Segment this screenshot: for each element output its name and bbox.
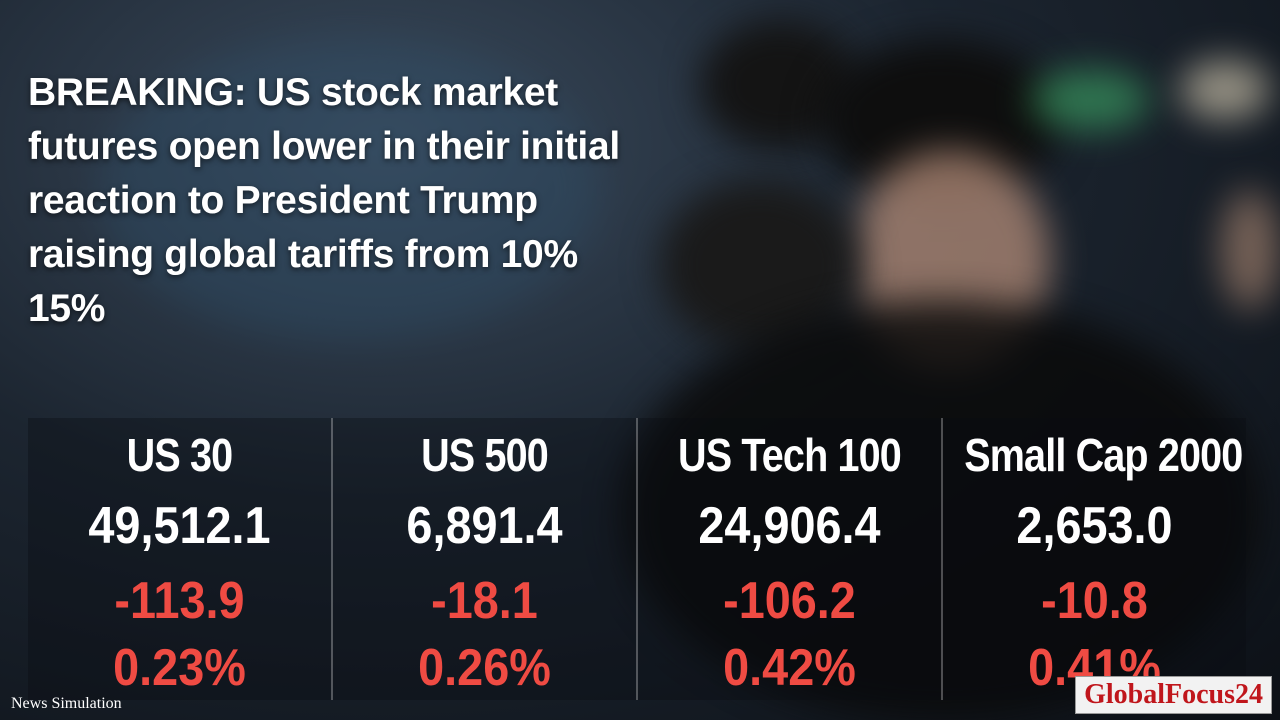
index-percent: 0.42% xyxy=(723,639,856,697)
index-price: 6,891.4 xyxy=(406,497,563,555)
bystander xyxy=(1220,190,1280,310)
index-change: -10.8 xyxy=(1041,572,1148,630)
index-percent: 0.23% xyxy=(113,639,246,697)
credit: News Simulation xyxy=(11,695,122,712)
index-panel: US 30 49,512.1 -113.9 0.23% US 500 6,891.4 -18… xyxy=(28,418,1246,700)
screen-glow xyxy=(1030,70,1150,130)
index-name: US 500 xyxy=(421,429,549,481)
index-column: US Tech 100 24,906.4 -106.2 0.42% xyxy=(636,418,941,700)
index-column: US 30 49,512.1 -113.9 0.23% xyxy=(28,418,331,700)
index-name: Small Cap 2000 xyxy=(964,429,1243,481)
background-glow xyxy=(100,40,600,340)
index-price: 24,906.4 xyxy=(698,497,881,555)
jacket-shape xyxy=(620,300,1260,720)
index-change: -106.2 xyxy=(723,572,856,630)
index-name: US 30 xyxy=(126,429,234,481)
index-column: Small Cap 2000 2,653.0 -10.8 0.41% xyxy=(941,418,1246,700)
index-percent: 0.26% xyxy=(418,639,551,697)
screen-glow xyxy=(1180,60,1270,120)
headline: BREAKING: US stock market futures open l… xyxy=(28,71,620,330)
index-column: US 500 6,891.4 -18.1 0.26% xyxy=(331,418,636,700)
index-price: 49,512.1 xyxy=(88,497,271,555)
index-price: 2,653.0 xyxy=(1016,497,1173,555)
index-change: -113.9 xyxy=(114,572,245,630)
index-change: -18.1 xyxy=(431,572,538,630)
brand-logo: GlobalFocus24 xyxy=(1075,676,1272,714)
index-name: US Tech 100 xyxy=(678,429,902,481)
